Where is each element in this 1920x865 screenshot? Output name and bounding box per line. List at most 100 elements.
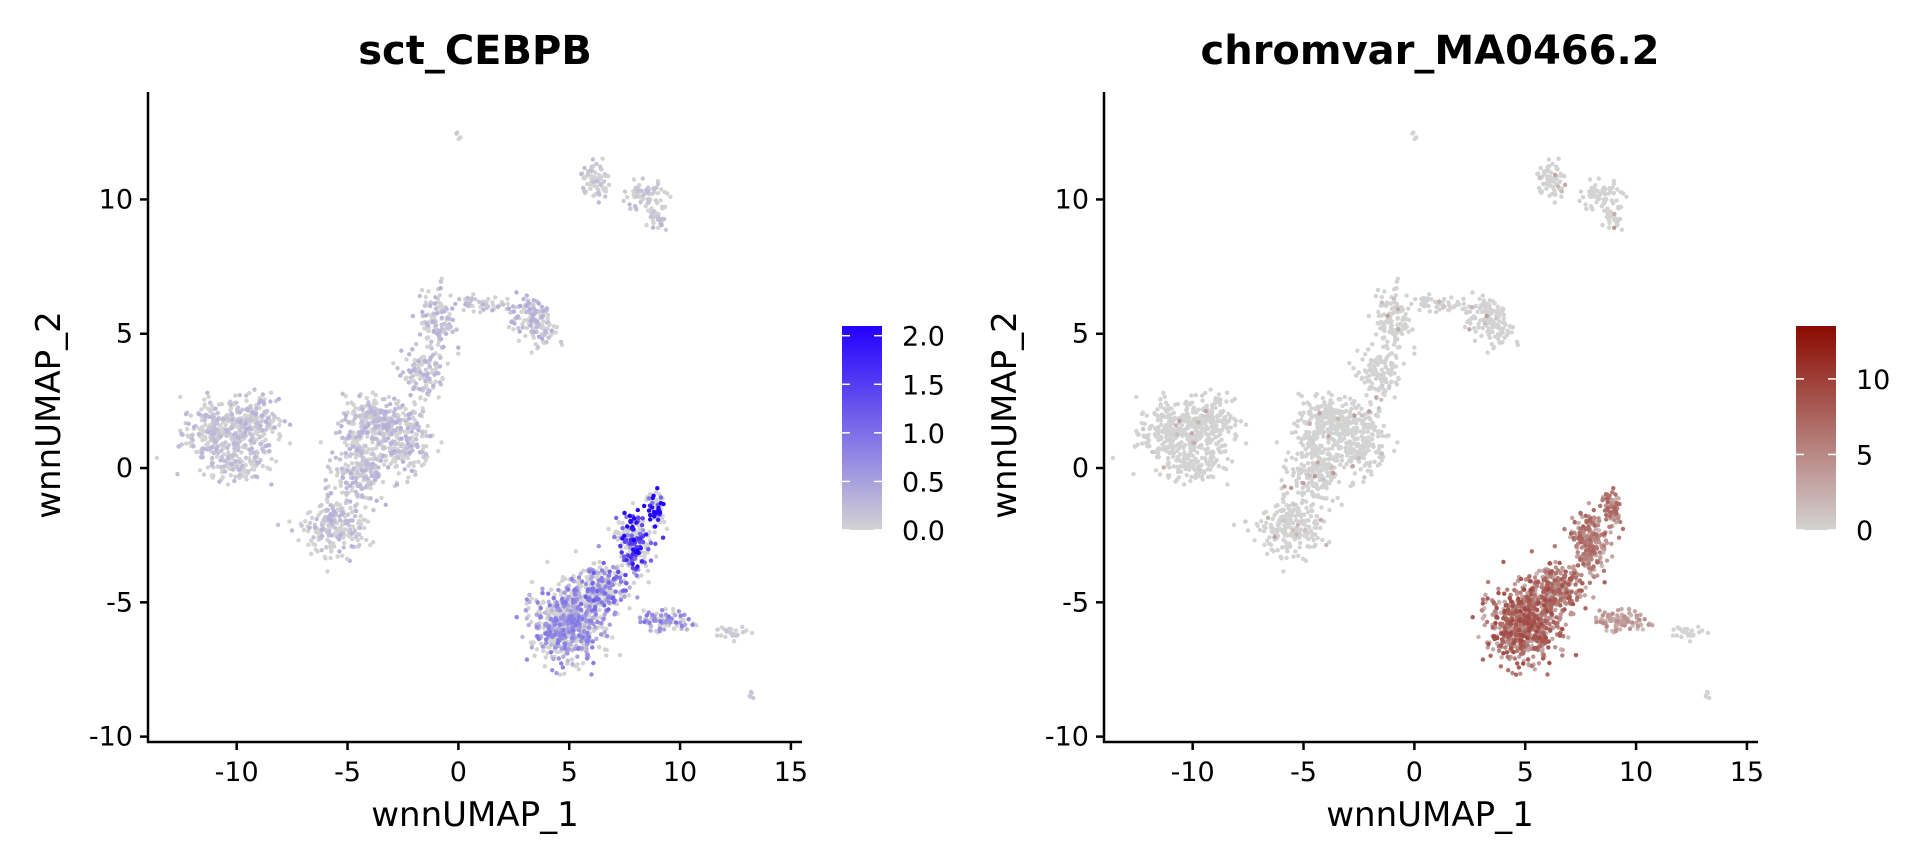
data-point <box>454 327 459 332</box>
data-point <box>565 658 571 663</box>
data-point <box>389 441 394 447</box>
data-point <box>624 581 629 586</box>
data-point <box>368 409 374 414</box>
data-point <box>641 550 647 555</box>
data-point <box>589 672 594 677</box>
data-point <box>1275 548 1280 553</box>
data-point <box>1165 456 1171 461</box>
data-point <box>250 410 255 415</box>
data-point <box>428 303 433 309</box>
data-point <box>373 456 379 462</box>
data-point <box>644 542 650 547</box>
data-point <box>421 444 426 449</box>
data-point <box>602 603 607 608</box>
data-point <box>1389 323 1395 328</box>
data-point <box>569 614 574 619</box>
data-point <box>530 641 535 647</box>
data-point <box>627 202 632 207</box>
data-point <box>733 628 739 633</box>
data-point <box>343 417 348 422</box>
data-point <box>607 585 612 590</box>
data-point <box>1293 513 1298 519</box>
data-point <box>1308 528 1313 533</box>
data-point <box>652 524 658 529</box>
data-point <box>591 660 596 666</box>
data-point <box>607 573 612 578</box>
data-point <box>506 306 511 311</box>
x-tick-label: -10 <box>215 757 259 788</box>
data-point <box>437 293 443 298</box>
data-point <box>400 459 406 464</box>
data-point <box>635 548 640 553</box>
data-point <box>1223 467 1229 472</box>
data-point <box>328 491 334 496</box>
data-point <box>520 325 525 330</box>
data-point <box>637 194 643 199</box>
data-point <box>748 689 754 695</box>
data-point <box>234 419 239 424</box>
data-point <box>1182 464 1187 470</box>
data-point <box>1182 450 1187 455</box>
data-point <box>412 410 417 415</box>
data-point <box>1229 459 1235 464</box>
data-point <box>478 310 483 315</box>
data-point <box>1191 405 1197 410</box>
data-point <box>1381 371 1387 376</box>
data-point <box>368 496 373 501</box>
data-point <box>238 418 243 423</box>
data-point <box>599 578 605 584</box>
data-point <box>616 530 621 536</box>
data-point <box>249 447 254 452</box>
data-point <box>405 479 410 485</box>
data-point <box>346 433 352 438</box>
data-point <box>1312 450 1318 455</box>
data-point <box>1280 545 1285 550</box>
data-point <box>1350 402 1356 407</box>
data-point <box>436 448 441 454</box>
data-point <box>345 468 350 473</box>
data-point <box>611 576 617 581</box>
data-point <box>305 528 311 534</box>
data-point <box>225 482 231 487</box>
data-point <box>437 380 443 385</box>
data-point <box>595 574 600 579</box>
data-point <box>1295 418 1301 424</box>
color-legend: 0.00.51.01.52.0 <box>842 322 945 547</box>
data-point <box>357 525 363 530</box>
data-point <box>200 455 205 460</box>
data-point <box>583 581 589 587</box>
legend-tick-label: 1.5 <box>902 370 945 401</box>
data-point <box>1305 488 1311 493</box>
data-point <box>622 594 627 599</box>
data-point <box>438 301 443 306</box>
data-point <box>543 637 549 642</box>
data-point <box>1261 528 1267 534</box>
data-point <box>582 165 587 171</box>
data-point <box>645 568 651 573</box>
data-point <box>1392 448 1397 454</box>
data-point <box>1368 361 1373 367</box>
x-tick-label: 0 <box>450 757 467 788</box>
data-point <box>371 507 376 513</box>
data-point <box>237 467 242 472</box>
data-point <box>1307 402 1312 407</box>
data-point <box>656 225 661 230</box>
data-point <box>425 423 430 429</box>
data-point <box>1177 426 1182 431</box>
data-point <box>203 413 208 418</box>
data-point <box>1232 396 1238 402</box>
data-point <box>1303 499 1309 504</box>
data-point <box>176 444 181 449</box>
data-point <box>353 479 358 485</box>
data-point <box>1371 368 1376 373</box>
data-point <box>270 429 275 434</box>
data-point <box>536 301 541 306</box>
data-point <box>1283 531 1288 537</box>
data-point <box>624 528 629 533</box>
data-point <box>353 413 358 418</box>
data-point <box>581 175 586 180</box>
data-point <box>490 300 495 305</box>
data-point <box>1181 412 1186 418</box>
data-point <box>403 406 408 412</box>
data-point <box>225 461 230 466</box>
